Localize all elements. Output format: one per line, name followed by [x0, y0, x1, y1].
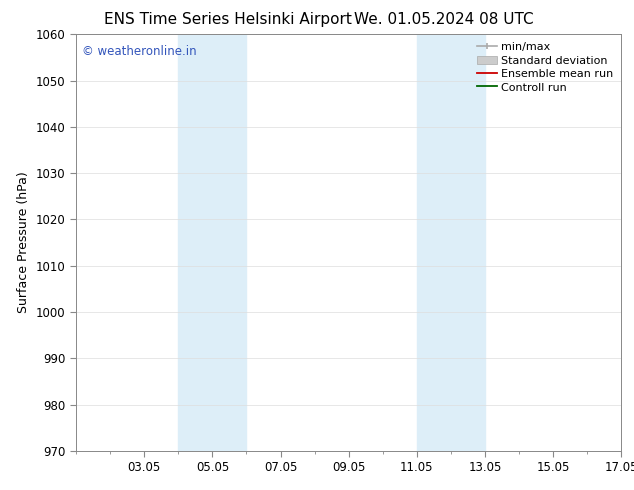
Text: ENS Time Series Helsinki Airport: ENS Time Series Helsinki Airport: [105, 12, 352, 27]
Text: © weatheronline.in: © weatheronline.in: [82, 45, 196, 58]
Text: We. 01.05.2024 08 UTC: We. 01.05.2024 08 UTC: [354, 12, 534, 27]
Legend: min/max, Standard deviation, Ensemble mean run, Controll run: min/max, Standard deviation, Ensemble me…: [472, 38, 618, 97]
Bar: [417, 34, 485, 451]
Y-axis label: Surface Pressure (hPa): Surface Pressure (hPa): [17, 172, 30, 314]
Bar: [178, 34, 247, 451]
